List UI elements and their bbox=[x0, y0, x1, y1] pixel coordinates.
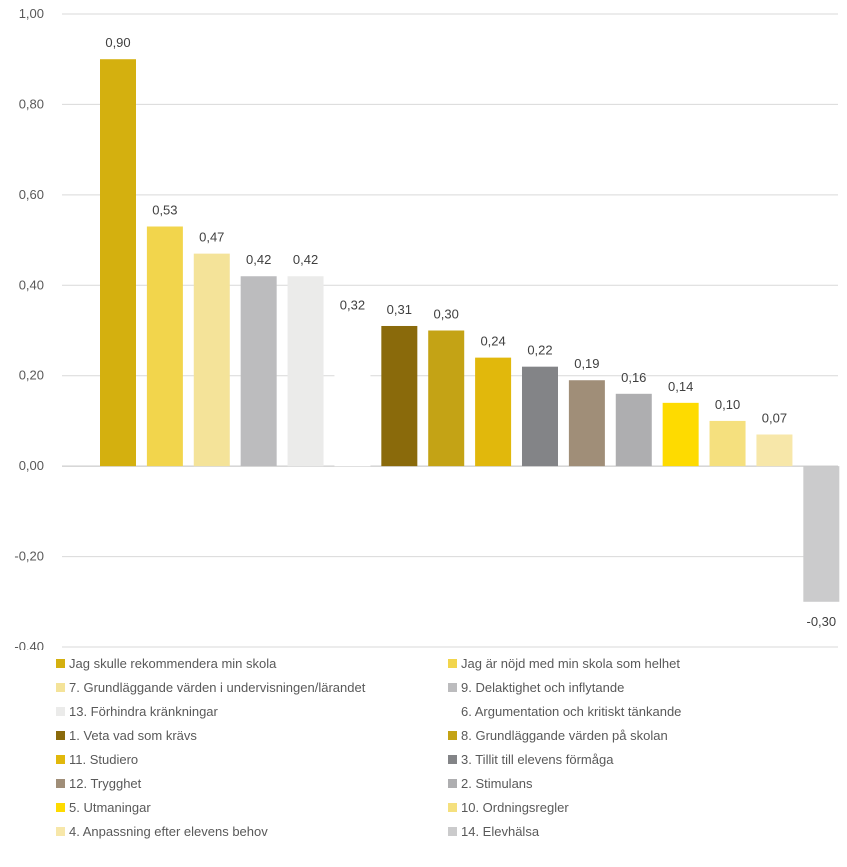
bar bbox=[193, 253, 230, 467]
data-label: 0,30 bbox=[434, 307, 459, 322]
data-label: 0,90 bbox=[105, 35, 130, 50]
data-label: 0,16 bbox=[621, 370, 646, 385]
data-label: 0,10 bbox=[715, 397, 740, 412]
legend-item: 5. Utmaningar bbox=[56, 800, 151, 815]
data-label: 0,42 bbox=[293, 252, 318, 267]
legend-label: 7. Grundläggande värden i undervisningen… bbox=[69, 680, 366, 695]
legend-item: 9. Delaktighet och inflytande bbox=[448, 680, 624, 695]
legend-label: 1. Veta vad som krävs bbox=[69, 728, 197, 743]
data-label: 0,31 bbox=[387, 302, 412, 317]
legend-item: 12. Trygghet bbox=[56, 776, 141, 791]
data-label: 0,53 bbox=[152, 203, 177, 218]
legend-item: Jag är nöjd med min skola som helhet bbox=[448, 656, 680, 671]
legend-label: 4. Anpassning efter elevens behov bbox=[69, 824, 268, 839]
legend-swatch bbox=[448, 803, 457, 812]
bar bbox=[709, 420, 746, 467]
y-tick-label: -0,20 bbox=[14, 549, 44, 564]
legend-item: 14. Elevhälsa bbox=[448, 824, 539, 839]
legend-label: 8. Grundläggande värden på skolan bbox=[461, 728, 668, 743]
bar bbox=[240, 276, 277, 467]
legend-item: 10. Ordningsregler bbox=[448, 800, 569, 815]
bar bbox=[475, 357, 512, 467]
legend-label: 6. Argumentation och kritiskt tänkande bbox=[461, 704, 682, 719]
y-tick-label: 1,00 bbox=[19, 6, 44, 21]
legend-item: 3. Tillit till elevens förmåga bbox=[448, 752, 613, 767]
y-tick-label: 0,60 bbox=[19, 187, 44, 202]
legend-item: 11. Studiero bbox=[56, 752, 138, 767]
bar bbox=[334, 321, 371, 467]
data-label: -0,30 bbox=[807, 614, 837, 629]
legend-item: 8. Grundläggande värden på skolan bbox=[448, 728, 668, 743]
legend-label: 3. Tillit till elevens förmåga bbox=[461, 752, 614, 767]
legend-label: 5. Utmaningar bbox=[69, 800, 151, 815]
legend-swatch bbox=[448, 731, 457, 740]
legend-swatch bbox=[56, 659, 65, 668]
legend-swatch bbox=[448, 659, 457, 668]
bar bbox=[521, 366, 558, 467]
legend-item: 7. Grundläggande värden i undervisningen… bbox=[56, 680, 365, 695]
data-label: 0,32 bbox=[340, 297, 365, 312]
data-label: 0,22 bbox=[527, 343, 552, 358]
bar bbox=[662, 402, 699, 467]
y-axis-ticks: 1,00 0,80 0,60 0,40 0,20 0,00 -0,20 -0,40 bbox=[14, 6, 44, 650]
legend-swatch bbox=[56, 827, 65, 836]
legend-label: 13. Förhindra kränkningar bbox=[69, 704, 218, 719]
legend-label: 9. Delaktighet och inflytande bbox=[461, 680, 625, 695]
bar bbox=[803, 466, 840, 602]
legend-swatch bbox=[56, 803, 65, 812]
legend-swatch bbox=[448, 683, 457, 692]
data-label: 0,14 bbox=[668, 379, 693, 394]
bar bbox=[756, 434, 793, 467]
legend-swatch bbox=[56, 731, 65, 740]
data-label: 0,07 bbox=[762, 410, 787, 425]
legend-label: Jag skulle rekommendera min skola bbox=[69, 656, 277, 671]
legend-label: 11. Studiero bbox=[69, 752, 139, 767]
bar bbox=[381, 325, 418, 467]
data-label: 0,47 bbox=[199, 230, 224, 245]
legend-item: 13. Förhindra kränkningar bbox=[56, 704, 218, 719]
legend-swatch bbox=[56, 683, 65, 692]
y-tick-label: 0,80 bbox=[19, 96, 44, 111]
bar bbox=[615, 393, 652, 467]
y-tick-label: -0,40 bbox=[14, 639, 44, 650]
legend-label: 12. Trygghet bbox=[69, 776, 142, 791]
data-label: 0,19 bbox=[574, 356, 599, 371]
legend-item: 4. Anpassning efter elevens behov bbox=[56, 824, 268, 839]
legend-item: 2. Stimulans bbox=[448, 776, 533, 791]
bar bbox=[100, 59, 136, 467]
legend-swatch bbox=[56, 779, 65, 788]
y-tick-label: 0,00 bbox=[19, 458, 44, 473]
bar-chart: 1,000,800,600,400,200,00-0,20-0,40 0,900… bbox=[14, 6, 840, 650]
legend-swatch bbox=[448, 779, 457, 788]
legend-swatch bbox=[56, 707, 65, 716]
bar bbox=[568, 380, 605, 467]
bar bbox=[428, 330, 465, 467]
y-tick-label: 0,40 bbox=[19, 277, 44, 292]
legend-swatch bbox=[448, 755, 457, 764]
legend-swatch bbox=[448, 707, 457, 716]
legend-item: 6. Argumentation och kritiskt tänkande bbox=[448, 704, 681, 719]
legend-swatch bbox=[448, 827, 457, 836]
y-tick-label: 0,20 bbox=[19, 368, 44, 383]
legend-label: 10. Ordningsregler bbox=[461, 800, 569, 815]
bar bbox=[287, 276, 324, 467]
legend-label: 2. Stimulans bbox=[461, 776, 533, 791]
data-labels: 0,90 0,53 0,47 0,42 0,42 0,32 0,31 0,30 0,24 0,22… bbox=[105, 35, 836, 629]
legend-label: 14. Elevhälsa bbox=[461, 824, 540, 839]
legend-item: 1. Veta vad som krävs bbox=[56, 728, 197, 743]
legend-label: Jag är nöjd med min skola som helhet bbox=[461, 656, 680, 671]
bar bbox=[146, 226, 183, 467]
legend-item: Jag skulle rekommendera min skola bbox=[56, 656, 276, 671]
bars bbox=[100, 59, 840, 602]
data-label: 0,24 bbox=[480, 334, 505, 349]
legend-swatch bbox=[56, 755, 65, 764]
data-label: 0,42 bbox=[246, 252, 271, 267]
